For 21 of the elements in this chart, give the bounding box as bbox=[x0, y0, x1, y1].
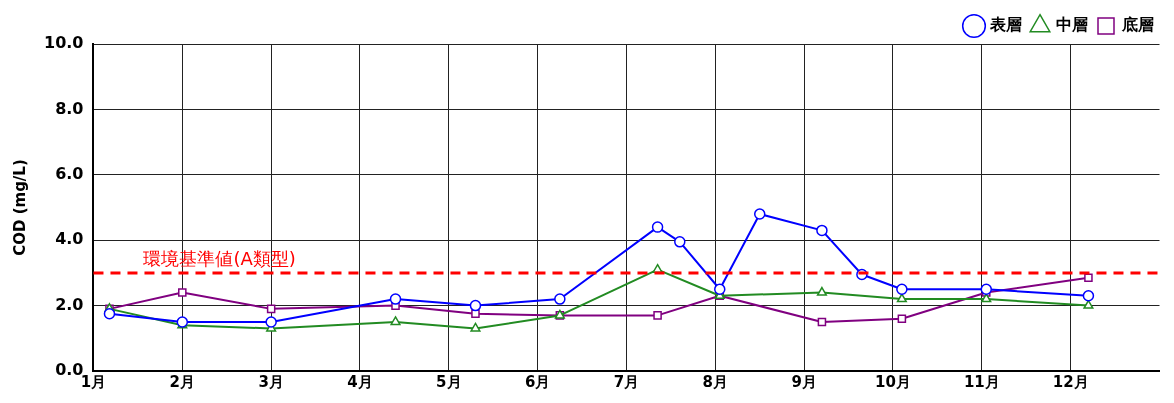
x-tick-label: 11月 bbox=[963, 372, 1000, 391]
y-tick-label: 2.0 bbox=[55, 294, 84, 314]
x-tick-label: 12月 bbox=[1052, 372, 1089, 391]
x-tick-label: 2月 bbox=[169, 372, 196, 391]
y-tick-label: 8.0 bbox=[55, 98, 84, 118]
legend-label: 表層 bbox=[989, 15, 1022, 35]
x-tick-label: 3月 bbox=[258, 372, 284, 391]
x-tick-label: 10月 bbox=[875, 372, 911, 391]
y-tick-label: 0.0 bbox=[55, 360, 84, 380]
x-tick-label: 7月 bbox=[613, 372, 640, 391]
y-tick-label: 6.0 bbox=[55, 163, 84, 183]
x-tick-label: 5月 bbox=[436, 372, 462, 391]
y-tick-label: 4.0 bbox=[55, 229, 84, 249]
x-tick-label: 8月 bbox=[702, 372, 729, 391]
x-tick-label: 9月 bbox=[791, 372, 817, 391]
y-axis-title: COD (mg/L) bbox=[10, 159, 29, 256]
x-tick-label: 6月 bbox=[524, 372, 551, 391]
x-tick-label: 4月 bbox=[347, 372, 373, 391]
legend-label: 底層 bbox=[1121, 15, 1154, 35]
y-tick-label: 10.0 bbox=[43, 33, 84, 53]
legend-label: 中層 bbox=[1056, 15, 1088, 35]
